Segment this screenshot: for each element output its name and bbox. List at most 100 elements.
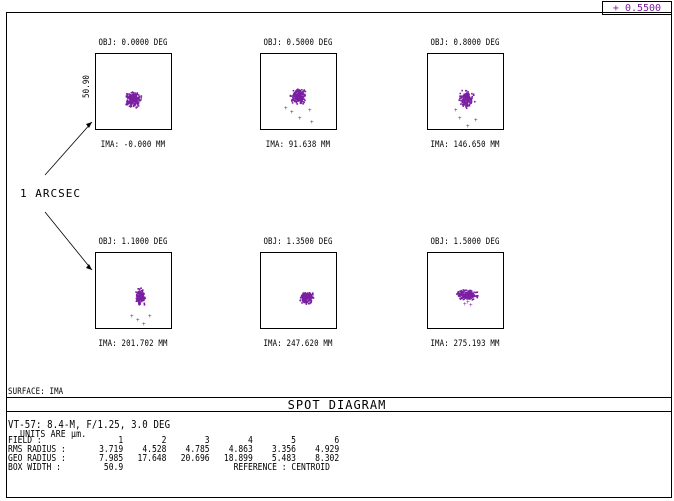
spot-point <box>136 97 138 99</box>
spot-point <box>465 99 467 101</box>
spot-point <box>470 99 472 101</box>
spot-point <box>297 88 299 91</box>
spot-point <box>129 97 132 100</box>
spot-point <box>136 98 138 101</box>
spot-point <box>457 292 459 294</box>
spot-point <box>139 297 142 300</box>
spot-point <box>309 302 311 304</box>
spot-point <box>132 105 135 108</box>
spot-point <box>456 293 458 295</box>
spot-point <box>470 295 473 297</box>
spot-point <box>302 92 304 94</box>
spot-point <box>134 92 136 94</box>
spot-point <box>303 301 305 304</box>
spot-point <box>138 95 141 98</box>
spot-stray-point: + <box>148 313 152 320</box>
spot-point <box>469 293 472 296</box>
spot-point <box>295 100 298 103</box>
spot-stray-point: + <box>474 117 478 124</box>
spot-point <box>132 92 134 94</box>
spot-point <box>299 299 302 301</box>
spot-point <box>312 292 314 294</box>
spot-point <box>139 302 141 304</box>
spot-point <box>296 103 299 105</box>
arcsec-label: 1 ARCSEC <box>20 187 81 200</box>
obj-label-3: OBJ: 0.8000 DEG <box>430 38 500 48</box>
spot-point <box>138 294 140 296</box>
spot-point <box>136 104 139 106</box>
spot-point <box>140 296 142 298</box>
spot-point <box>142 293 144 296</box>
spot-point <box>469 298 471 300</box>
spot-point <box>300 91 303 94</box>
spot-point <box>143 292 145 295</box>
obj-label-4: OBJ: 1.1000 DEG <box>98 237 168 247</box>
spot-point <box>304 301 307 304</box>
rms-2: 4.528 <box>142 444 167 455</box>
spot-point <box>138 303 140 305</box>
spot-point <box>297 93 300 96</box>
spot-point <box>138 288 141 290</box>
spot-point <box>305 302 308 304</box>
spot-point <box>461 293 463 296</box>
spot-point <box>474 100 476 103</box>
spot-point <box>467 92 470 95</box>
spot-point <box>311 296 314 298</box>
spot-point <box>465 102 467 105</box>
rms-6: 4.929 <box>315 444 340 455</box>
spot-point <box>465 89 467 92</box>
spot-point <box>133 94 135 96</box>
spot-point <box>135 295 138 297</box>
spot-point <box>462 295 464 297</box>
reference-label: REFERENCE : CENTROID <box>233 462 330 473</box>
spot-point <box>127 103 130 105</box>
spot-point <box>303 300 306 303</box>
spot-point <box>461 96 464 98</box>
geo-6: 8.302 <box>315 453 340 464</box>
spot-point <box>139 290 142 293</box>
spot-point <box>126 101 129 104</box>
ima-label-5: IMA: 247.620 MM <box>263 339 333 349</box>
spot-point <box>468 104 471 107</box>
units-line: UNITS ARE μm. <box>20 429 87 440</box>
spot-point <box>303 299 305 302</box>
spot-point <box>309 295 311 298</box>
spot-point <box>471 95 473 98</box>
spot-point <box>469 289 472 292</box>
spot-point <box>128 105 131 107</box>
spot-point <box>131 100 134 102</box>
field-row: FIELD : 1 2 3 4 5 6 <box>8 435 394 446</box>
spot-point <box>302 101 305 103</box>
spot-point <box>460 95 463 97</box>
spot-point <box>291 99 293 101</box>
spot-point <box>304 296 307 299</box>
spot-point <box>468 96 470 98</box>
spot-point <box>298 96 300 98</box>
spot-point <box>301 98 303 101</box>
spot-point <box>294 100 297 102</box>
spot-point <box>471 296 474 299</box>
spot-point <box>465 289 468 292</box>
spot-point <box>291 100 293 102</box>
spot-point <box>135 300 138 303</box>
spot-point <box>292 98 294 101</box>
geo-4: 18.899 <box>223 453 253 464</box>
spot-point <box>125 103 127 106</box>
spot-point <box>137 288 139 290</box>
spot-point <box>139 295 142 297</box>
spot-point <box>125 96 128 98</box>
geo-3: 20.696 <box>180 453 210 464</box>
spot-point <box>465 294 467 296</box>
spot-point <box>137 290 140 293</box>
geo-5: 5.483 <box>271 453 296 464</box>
spot-point <box>468 94 470 96</box>
spot-point <box>303 294 305 297</box>
field-1: 1 <box>118 435 124 446</box>
spot-point <box>301 302 303 304</box>
spot-point <box>299 97 301 100</box>
diagram-title: SPOT DIAGRAM <box>287 398 387 412</box>
spot-point <box>292 94 295 96</box>
spot-point <box>142 295 144 297</box>
field-2: 2 <box>161 435 167 446</box>
spot-stray-point: + <box>290 109 294 116</box>
